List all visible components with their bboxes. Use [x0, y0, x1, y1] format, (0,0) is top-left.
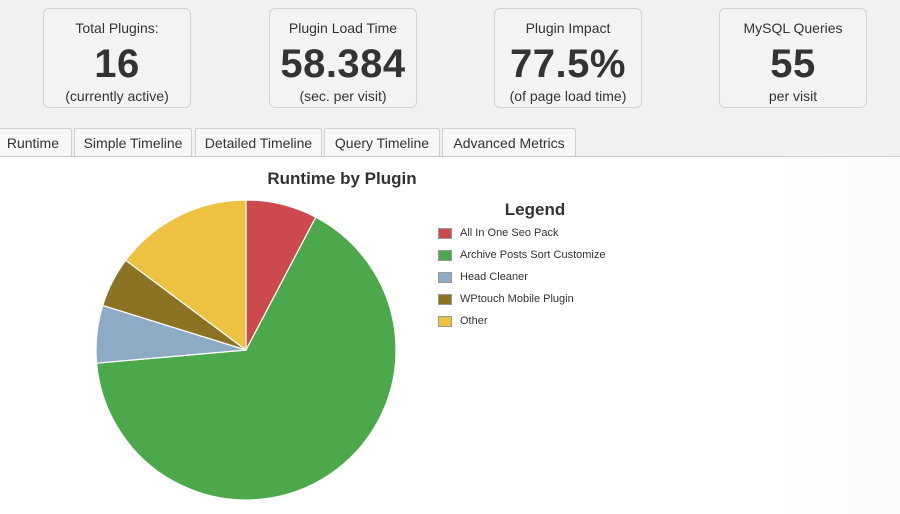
- legend-label: Archive Posts Sort Customize: [460, 249, 606, 261]
- pie-slice: [95, 216, 397, 501]
- stat-value: 58.384: [280, 42, 406, 86]
- tab-bar: Runtime Breakdown Simple Timeline Detail…: [0, 122, 900, 157]
- stat-total-plugins: Total Plugins: 16 (currently active): [43, 8, 191, 108]
- legend-label: All In One Seo Pack: [460, 227, 559, 239]
- summary-panel: Total Plugins: 16 (currently active) Plu…: [0, 0, 900, 122]
- tab-advanced-metrics[interactable]: Advanced Metrics: [442, 128, 576, 156]
- legend-label: Other: [460, 315, 488, 327]
- legend-label: Head Cleaner: [460, 271, 528, 283]
- stat-sub: (of page load time): [509, 88, 627, 104]
- tab-runtime-breakdown[interactable]: Runtime Breakdown: [0, 128, 72, 156]
- stat-value: 16: [94, 42, 140, 86]
- legend-swatch: [438, 294, 452, 305]
- tab-simple-timeline[interactable]: Simple Timeline: [74, 128, 192, 156]
- stat-value: 55: [770, 42, 816, 86]
- stat-sub: (sec. per visit): [299, 88, 387, 104]
- stat-mysql-queries: MySQL Queries 55 per visit: [719, 8, 867, 108]
- stat-plugin-load-time: Plugin Load Time 58.384 (sec. per visit): [269, 8, 417, 108]
- stat-label: MySQL Queries: [743, 20, 843, 36]
- content-shade: [775, 157, 900, 514]
- legend-swatch: [438, 228, 452, 239]
- stat-label: Plugin Load Time: [288, 20, 398, 36]
- stat-sub: (currently active): [65, 88, 169, 104]
- pie-slice: [124, 199, 247, 352]
- stat-sub: per visit: [768, 88, 818, 104]
- legend-swatch: [438, 250, 452, 261]
- legend-label: WPtouch Mobile Plugin: [460, 293, 574, 305]
- stat-plugin-impact: Plugin Impact 77.5% (of page load time): [494, 8, 642, 108]
- tab-detailed-timeline[interactable]: Detailed Timeline: [195, 128, 322, 156]
- stat-label: Total Plugins:: [75, 20, 159, 36]
- stat-label: Plugin Impact: [525, 20, 611, 36]
- chart-area: Runtime by Plugin Legend All In One Seo …: [0, 157, 900, 514]
- tab-query-timeline[interactable]: Query Timeline: [324, 128, 440, 156]
- legend-swatch: [438, 316, 452, 327]
- stat-value: 77.5%: [510, 42, 626, 86]
- chart-title: Runtime by Plugin: [267, 169, 417, 188]
- legend-swatch: [438, 272, 452, 283]
- legend-title: Legend: [504, 200, 566, 219]
- pie-chart: [95, 199, 397, 501]
